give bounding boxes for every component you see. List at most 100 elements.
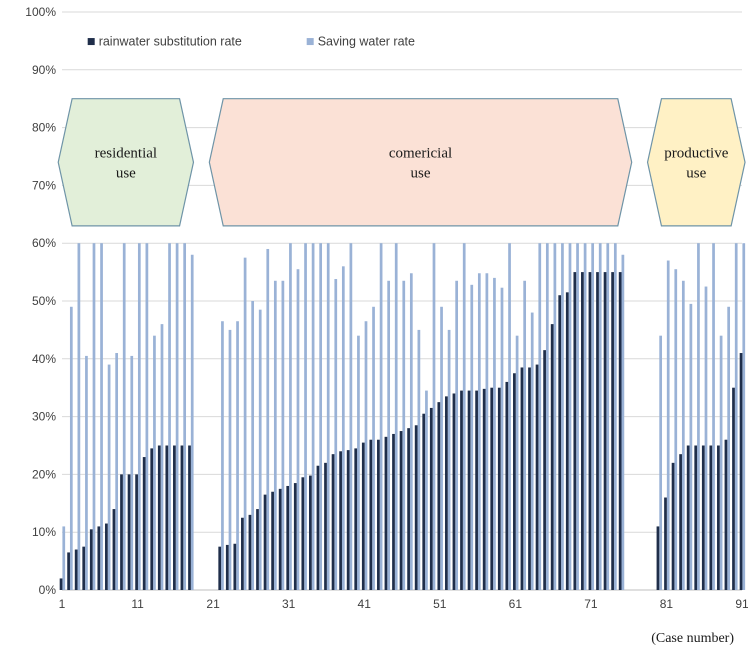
saving-water-bar: [583, 243, 587, 590]
saving-water-bar: [530, 312, 534, 590]
x-tick-label: 41: [358, 597, 372, 611]
rainwater-bar: [369, 439, 373, 590]
saving-water-bar: [606, 243, 610, 590]
rainwater-bar: [709, 445, 713, 590]
saving-water-bar: [92, 243, 96, 590]
saving-water-bar: [462, 243, 466, 590]
bars: [59, 243, 746, 591]
rainwater-bar: [157, 445, 161, 590]
rainwater-bar: [180, 445, 184, 590]
rainwater-bar: [188, 445, 191, 590]
zone-label: residential: [95, 145, 157, 161]
saving-water-bar: [538, 243, 542, 590]
rainwater-bar: [588, 272, 592, 590]
rainwater-bar: [218, 546, 222, 590]
saving-water-bar: [500, 287, 504, 590]
legend-label: Saving water rate: [318, 35, 415, 49]
x-tick-label: 91: [735, 597, 748, 611]
rainwater-bar: [482, 388, 486, 590]
saving-water-bar: [115, 353, 119, 590]
rainwater-bar: [686, 445, 690, 590]
rainwater-bar: [59, 578, 63, 590]
x-tick-label: 51: [433, 597, 447, 611]
legend-swatch: [306, 38, 314, 46]
saving-water-bar: [357, 335, 360, 590]
rainwater-bar: [490, 387, 494, 590]
x-tick-label: 1: [59, 597, 66, 611]
saving-water-bar: [137, 243, 141, 590]
saving-water-bar: [175, 243, 179, 590]
rainwater-bar: [377, 439, 380, 590]
rainwater-bar: [67, 552, 70, 590]
saving-water-bar: [425, 390, 428, 590]
zone-label: use: [116, 165, 136, 181]
saving-water-bar: [734, 243, 738, 590]
saving-water-bar: [485, 273, 489, 590]
rainwater-bar: [603, 272, 607, 590]
rainwater-bar: [732, 387, 735, 590]
saving-water-bar: [296, 269, 300, 590]
rainwater-bar: [739, 353, 743, 590]
rainwater-bar: [701, 445, 705, 590]
saving-water-bar: [447, 329, 451, 590]
saving-water-bar: [598, 243, 602, 590]
saving-water-bar: [130, 355, 134, 590]
saving-water-bar: [689, 303, 693, 590]
rainwater-bar: [233, 543, 237, 590]
saving-water-bar: [326, 243, 330, 590]
y-tick-label: 50%: [32, 294, 56, 308]
saving-water-bar: [659, 335, 663, 590]
saving-water-bar: [334, 279, 338, 590]
saving-water-bar: [493, 277, 496, 590]
saving-water-bar: [697, 243, 700, 590]
rainwater-bar: [354, 448, 358, 590]
y-tick-label: 70%: [32, 178, 56, 192]
saving-water-bar: [258, 309, 262, 590]
saving-water-bar: [243, 257, 247, 590]
saving-water-bar: [319, 243, 323, 590]
rainwater-bar: [309, 475, 312, 590]
saving-water-bar: [621, 254, 625, 590]
rainwater-bar: [717, 445, 720, 590]
saving-water-bar: [266, 248, 270, 591]
rainwater-bar: [399, 431, 403, 590]
rainwater-bar: [671, 462, 675, 590]
rainwater-bar: [694, 445, 698, 590]
saving-water-bar: [160, 324, 164, 590]
saving-water-bar: [523, 280, 527, 590]
saving-water-bar: [432, 243, 436, 590]
rainwater-bar: [528, 367, 531, 590]
saving-water-bar: [379, 243, 383, 590]
saving-water-bar: [545, 243, 549, 590]
rainwater-bar: [248, 514, 252, 590]
rainwater-bar: [112, 509, 116, 590]
x-tick-label: 31: [282, 597, 296, 611]
legend-label: rainwater substitution rate: [99, 35, 242, 49]
zone-shape: [208, 98, 633, 227]
saving-water-bar: [561, 243, 564, 590]
rainwater-bar: [437, 402, 441, 590]
saving-water-bar: [190, 254, 194, 590]
saving-water-bar: [440, 306, 443, 590]
saving-water-bar: [281, 280, 285, 590]
rainwater-bar: [339, 451, 342, 590]
rainwater-bar: [142, 457, 146, 590]
zone-shape: [57, 98, 195, 227]
rainwater-bar: [271, 491, 274, 590]
saving-water-bar: [122, 243, 126, 590]
saving-water-bar: [402, 280, 406, 590]
y-tick-label: 10%: [32, 525, 56, 539]
saving-water-bar: [674, 269, 678, 590]
saving-water-bar: [591, 243, 595, 590]
rainwater-bar: [445, 396, 448, 590]
rainwater-bar: [301, 477, 305, 590]
saving-water-bar: [236, 321, 239, 590]
saving-water-bar: [69, 306, 73, 590]
saving-water-bar: [145, 243, 149, 590]
rainwater-bar: [596, 272, 599, 590]
saving-water-bar: [742, 243, 746, 590]
saving-water-bar: [62, 526, 66, 590]
saving-water-bar: [372, 306, 375, 590]
saving-water-bar: [712, 243, 715, 590]
rainwater-bar: [429, 407, 433, 590]
